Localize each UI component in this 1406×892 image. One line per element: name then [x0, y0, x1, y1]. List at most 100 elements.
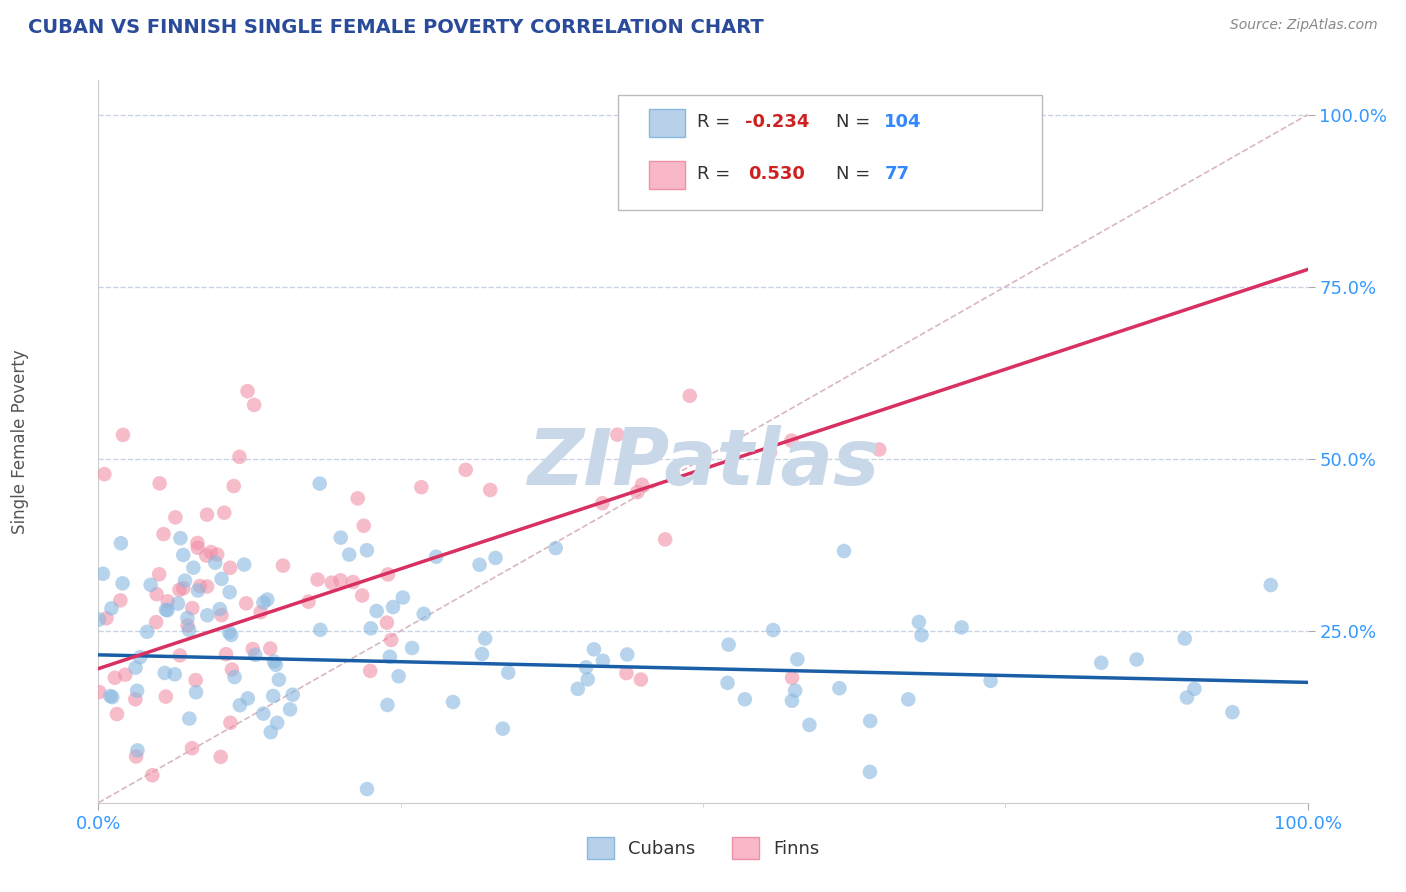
Point	[125, 749, 148, 764]
Point	[172, 581, 194, 595]
Point	[679, 389, 702, 403]
Point	[148, 567, 170, 582]
Point	[388, 669, 411, 683]
Point	[179, 712, 201, 726]
Point	[176, 611, 198, 625]
Point	[908, 615, 931, 629]
Point	[377, 698, 399, 712]
Point	[401, 640, 423, 655]
Point	[897, 692, 920, 706]
Point	[616, 666, 638, 681]
Point	[156, 594, 179, 608]
Point	[204, 556, 226, 570]
Point	[169, 582, 191, 597]
Point	[359, 664, 381, 678]
Point	[346, 491, 368, 506]
Point	[156, 603, 179, 617]
Point	[356, 782, 378, 797]
Point	[212, 506, 235, 520]
Point	[297, 595, 319, 609]
Point	[375, 615, 398, 630]
Point	[211, 608, 233, 623]
Point	[218, 625, 240, 640]
Point	[236, 691, 259, 706]
Point	[762, 623, 785, 637]
Point	[149, 476, 172, 491]
Point	[380, 632, 402, 647]
Text: 104: 104	[884, 113, 922, 131]
Point	[321, 575, 343, 590]
Point	[468, 558, 491, 572]
Point	[474, 632, 496, 646]
Point	[127, 743, 149, 757]
Point	[591, 496, 613, 510]
Point	[471, 647, 494, 661]
Point	[734, 692, 756, 706]
Point	[780, 434, 803, 448]
Point	[200, 545, 222, 559]
Point	[100, 689, 122, 703]
Point	[228, 450, 250, 464]
Point	[266, 715, 288, 730]
Y-axis label: Single Female Poverty: Single Female Poverty	[11, 350, 30, 533]
Point	[141, 768, 163, 782]
Point	[174, 574, 197, 588]
Point	[759, 445, 782, 459]
Point	[145, 615, 167, 629]
Point	[780, 694, 803, 708]
Point	[136, 624, 159, 639]
Point	[195, 580, 218, 594]
Point	[89, 685, 111, 699]
Point	[799, 718, 821, 732]
Point	[145, 587, 167, 601]
Point	[592, 654, 614, 668]
Point	[211, 572, 233, 586]
Point	[195, 608, 218, 623]
Text: Source: ZipAtlas.com: Source: ZipAtlas.com	[1230, 18, 1378, 32]
Point	[249, 605, 271, 619]
Point	[717, 638, 740, 652]
Point	[308, 476, 330, 491]
Point	[127, 683, 149, 698]
FancyBboxPatch shape	[648, 161, 685, 189]
Point	[828, 681, 851, 696]
Point	[215, 647, 238, 661]
Point	[184, 673, 207, 687]
Point	[425, 549, 447, 564]
Point	[1175, 690, 1198, 705]
Point	[544, 541, 567, 555]
Point	[139, 578, 162, 592]
Point	[181, 741, 204, 756]
Point	[567, 681, 589, 696]
Point	[91, 566, 114, 581]
Point	[785, 683, 807, 698]
Point	[484, 550, 506, 565]
Point	[221, 663, 243, 677]
Point	[221, 628, 243, 642]
Point	[630, 673, 652, 687]
Point	[1184, 681, 1206, 696]
Point	[152, 527, 174, 541]
Point	[224, 670, 246, 684]
Point	[129, 650, 152, 665]
Point	[496, 665, 519, 680]
Point	[124, 661, 146, 675]
Point	[209, 750, 232, 764]
Point	[111, 428, 134, 442]
Point	[606, 427, 628, 442]
Point	[259, 641, 281, 656]
Point	[105, 706, 128, 721]
Point	[252, 595, 274, 609]
Text: R =: R =	[697, 113, 735, 131]
Point	[186, 536, 208, 550]
Point	[337, 548, 360, 562]
Point	[104, 671, 127, 685]
Point	[411, 480, 433, 494]
Point	[163, 667, 186, 681]
Point	[252, 706, 274, 721]
Text: CUBAN VS FINNISH SINGLE FEMALE POVERTY CORRELATION CHART: CUBAN VS FINNISH SINGLE FEMALE POVERTY C…	[28, 18, 763, 37]
Point	[267, 673, 290, 687]
Point	[382, 600, 405, 615]
Point	[360, 621, 382, 635]
Point	[235, 596, 257, 610]
